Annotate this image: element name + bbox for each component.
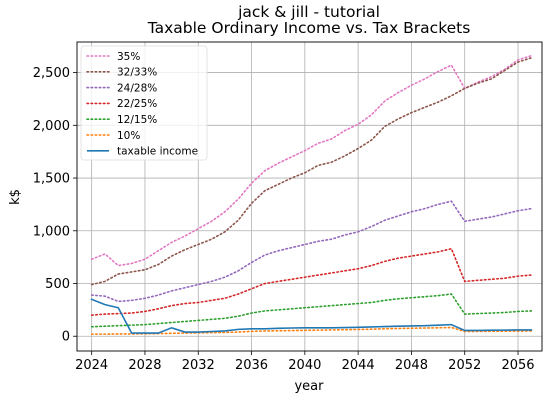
series-line-35 — [90, 54, 533, 267]
legend: 35% 32/33% 24/28% 22/25% 12/15% 10% taxable in… — [80, 45, 208, 161]
y-tick-label: 1,500 — [33, 172, 70, 187]
series-line-12-15 — [90, 293, 533, 328]
series-line-10 — [90, 326, 533, 335]
x-tick-label: 2044 — [342, 358, 375, 373]
y-tick-label: 1,000 — [33, 224, 70, 239]
legend-label-22-25: 22/25% — [117, 98, 157, 110]
grid-lines — [77, 42, 542, 351]
legend-label-35: 35% — [117, 51, 140, 63]
x-tick-label: 2040 — [288, 358, 321, 373]
x-tick-label: 2036 — [235, 358, 268, 373]
chart-title: jack & jill - tutorial — [237, 3, 380, 21]
legend-label-12-15: 12/15% — [117, 114, 157, 126]
legend-box — [80, 45, 208, 161]
series-line-24-28 — [90, 200, 533, 303]
y-tick-label: 0 — [62, 330, 70, 345]
x-axis-label: year — [294, 379, 324, 394]
legend-label-24-28: 24/28% — [117, 82, 157, 94]
x-tick-label: 2032 — [182, 358, 215, 373]
series-line-taxable-income — [90, 298, 533, 334]
axis-ticks: 2024 2028 2032 2036 2040 2044 2048 2052 2056 0 500… — [33, 66, 535, 373]
x-tick-label: 2052 — [448, 358, 481, 373]
y-axis-label: k$ — [8, 189, 23, 205]
x-tick-label: 2024 — [75, 358, 108, 373]
x-tick-label: 2048 — [395, 358, 428, 373]
legend-label-10: 10% — [117, 130, 140, 142]
x-tick-label: 2028 — [128, 358, 161, 373]
series-line-22-25 — [90, 247, 533, 316]
y-tick-label: 2,500 — [33, 66, 70, 81]
y-tick-label: 500 — [45, 277, 70, 292]
series-lines — [90, 54, 533, 335]
chart-subtitle: Taxable Ordinary Income vs. Tax Brackets — [147, 19, 471, 37]
plot-frame — [76, 41, 543, 352]
legend-label-taxable-income: taxable income — [117, 146, 198, 158]
series-line-32-33 — [90, 57, 533, 286]
legend-entries: 35% 32/33% 24/28% 22/25% 12/15% 10% taxable in… — [86, 51, 198, 158]
legend-label-32-33: 32/33% — [117, 67, 157, 79]
x-tick-label: 2056 — [501, 358, 534, 373]
y-tick-label: 2,000 — [33, 119, 70, 134]
